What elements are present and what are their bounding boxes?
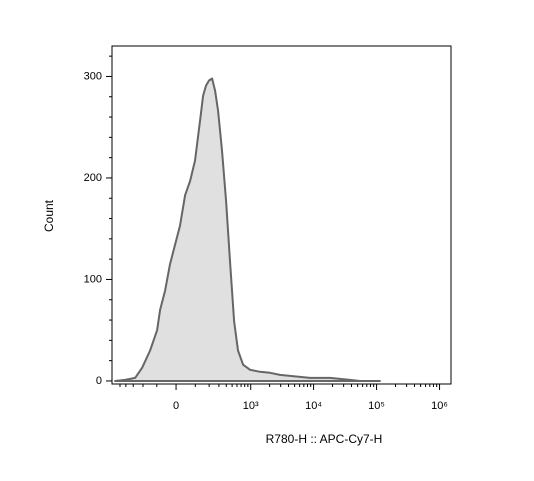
- y-tick-label: 200: [84, 172, 102, 184]
- x-tick-label: 10⁶: [431, 400, 448, 412]
- plot-frame: [111, 45, 452, 385]
- x-axis-label: R780-H :: APC-Cy7-H: [266, 432, 383, 446]
- x-tick-label: 10³: [243, 400, 259, 412]
- x-tick-label: 0: [173, 400, 179, 412]
- x-tick-label: 10⁴: [305, 400, 322, 412]
- x-tick-label: 10⁵: [368, 400, 385, 412]
- y-tick-label: 100: [84, 273, 102, 285]
- y-tick-label: 0: [96, 375, 102, 387]
- y-tick-label: 300: [84, 70, 102, 82]
- histogram-area: [114, 77, 381, 382]
- y-axis-label: Count: [42, 199, 56, 232]
